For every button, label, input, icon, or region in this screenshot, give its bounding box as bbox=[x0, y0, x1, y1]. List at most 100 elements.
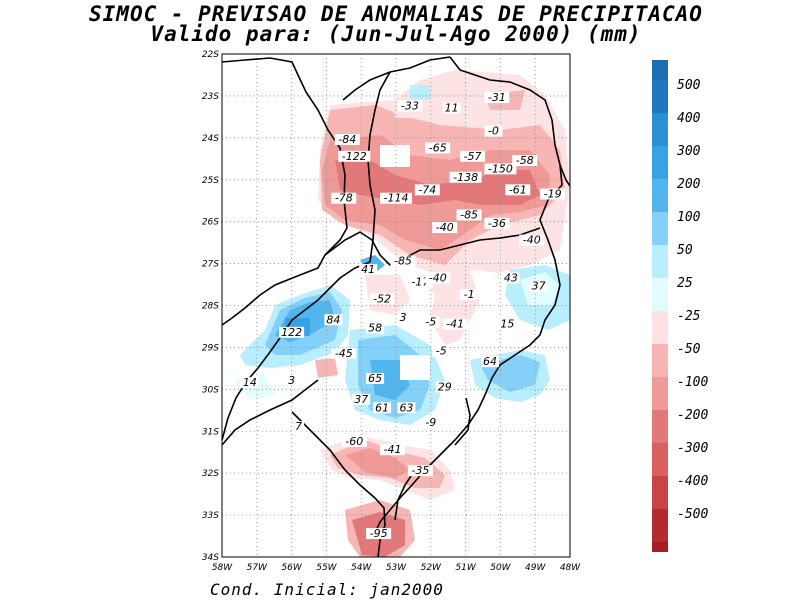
legend-swatch bbox=[652, 443, 668, 476]
value-label: -41 bbox=[384, 443, 402, 456]
legend-label: -50 bbox=[677, 342, 701, 357]
value-label: -19 bbox=[544, 188, 562, 201]
legend-swatch bbox=[652, 410, 668, 443]
value-label: -40 bbox=[523, 234, 541, 247]
value-labels: -33 11-31-0-84-65-57 -58-122-150-138-74 -61… bbox=[240, 91, 566, 540]
legend-label: -25 bbox=[677, 309, 701, 324]
lat-tick-label: 22S bbox=[202, 50, 219, 60]
value-label-bg bbox=[373, 402, 392, 414]
value-label-bg bbox=[519, 234, 545, 246]
value-label-bg bbox=[293, 421, 305, 433]
value-label-bg bbox=[331, 192, 357, 204]
value-label-bg bbox=[449, 171, 482, 183]
value-label-bg bbox=[341, 435, 367, 447]
value-label: 58 bbox=[368, 322, 382, 335]
value-label-bg bbox=[414, 184, 440, 196]
value-label-bg bbox=[540, 188, 566, 200]
lat-tick-label: 26S bbox=[202, 218, 219, 228]
value-label: -45 bbox=[335, 347, 353, 360]
title-line-1: SIMOC - PREVISAO DE ANOMALIAS DE PRECIPI… bbox=[89, 2, 703, 26]
value-label: 37 bbox=[354, 393, 368, 406]
value-label: 11 bbox=[445, 102, 459, 115]
value-label-bg bbox=[366, 528, 392, 540]
value-label-bg bbox=[407, 276, 433, 288]
value-label-bg bbox=[460, 150, 486, 162]
lon-tick-label: 58W bbox=[212, 563, 233, 573]
legend-label: -200 bbox=[677, 408, 708, 423]
value-label-bg bbox=[279, 326, 305, 338]
borders bbox=[221, 56, 571, 558]
value-label-bg bbox=[498, 318, 517, 330]
value-label-bg bbox=[512, 154, 538, 166]
legend-swatch bbox=[652, 113, 668, 146]
value-label: -57 bbox=[464, 150, 482, 163]
legend-swatch bbox=[652, 476, 668, 509]
value-label-bg bbox=[334, 134, 360, 146]
value-label: -65 bbox=[429, 141, 447, 154]
value-label-bg bbox=[425, 142, 451, 154]
value-label: 14 bbox=[243, 376, 257, 389]
value-label: -33 bbox=[401, 99, 419, 112]
value-label-bg bbox=[331, 347, 357, 359]
legend-label: 300 bbox=[676, 144, 701, 159]
legend-swatch bbox=[652, 146, 668, 179]
value-label: -60 bbox=[345, 435, 363, 448]
value-label-bg bbox=[432, 345, 451, 357]
value-label: -114 bbox=[384, 192, 409, 205]
legend-label: -300 bbox=[677, 441, 708, 456]
value-label-bg bbox=[480, 356, 499, 368]
value-label-bg bbox=[338, 150, 371, 162]
legend-swatch bbox=[652, 245, 668, 278]
value-label: 3 bbox=[288, 374, 295, 387]
legend-label: -400 bbox=[677, 474, 708, 489]
legend-swatch bbox=[652, 179, 668, 212]
initial-condition: Cond. Inicial: jan2000 bbox=[210, 580, 444, 599]
legend-label: 100 bbox=[677, 210, 701, 225]
legend-top-cap bbox=[652, 60, 668, 80]
value-label: 84 bbox=[326, 313, 340, 326]
value-label: -41 bbox=[446, 317, 464, 330]
legend-swatch bbox=[652, 278, 668, 311]
lon-tick-label: 57W bbox=[247, 563, 268, 573]
lon-tick-label: 54W bbox=[351, 563, 372, 573]
value-label: -36 bbox=[488, 217, 506, 230]
value-label: -35 bbox=[411, 464, 429, 477]
lat-tick-label: 27S bbox=[202, 260, 219, 270]
value-label: 43 bbox=[504, 271, 518, 284]
lat-tick-label: 28S bbox=[202, 302, 219, 312]
value-label: -84 bbox=[338, 133, 356, 146]
value-label: 63 bbox=[399, 401, 413, 414]
lon-tick-label: 51W bbox=[455, 563, 476, 573]
lat-tick-label: 31S bbox=[202, 427, 219, 437]
value-label-bg bbox=[366, 322, 385, 334]
value-label-bg bbox=[352, 393, 371, 405]
value-label-bg bbox=[460, 289, 479, 301]
lat-tick-label: 29S bbox=[202, 343, 219, 353]
value-label-bg bbox=[407, 465, 433, 477]
value-label-bg bbox=[505, 184, 531, 196]
lon-tick-label: 50W bbox=[490, 563, 511, 573]
value-label-bg bbox=[397, 100, 423, 112]
value-label: 29 bbox=[438, 380, 452, 393]
value-label: -52 bbox=[373, 292, 391, 305]
lat-tick-label: 30S bbox=[202, 385, 219, 395]
value-label: -5 bbox=[425, 315, 436, 328]
value-label-bg bbox=[397, 312, 409, 324]
value-label-bg bbox=[240, 377, 259, 389]
value-label: -85 bbox=[460, 208, 478, 221]
value-label: 41 bbox=[361, 263, 375, 276]
legend-swatch bbox=[652, 311, 668, 344]
longitude-labels: 58W 57W 56W 55W 54W 53W 52W 51W 50W 49W 48W bbox=[212, 563, 581, 573]
value-label: -40 bbox=[436, 221, 454, 234]
lat-tick-label: 23S bbox=[202, 92, 219, 102]
lon-tick-label: 49W bbox=[525, 563, 546, 573]
value-label-bg bbox=[432, 222, 458, 234]
legend-label: 400 bbox=[677, 111, 701, 126]
value-label-bg bbox=[286, 375, 298, 387]
value-label-bg bbox=[369, 293, 395, 305]
value-label: -17 bbox=[411, 276, 429, 289]
value-label: -5 bbox=[436, 345, 447, 358]
legend-label: 200 bbox=[677, 177, 701, 192]
value-label-bg bbox=[421, 316, 440, 328]
